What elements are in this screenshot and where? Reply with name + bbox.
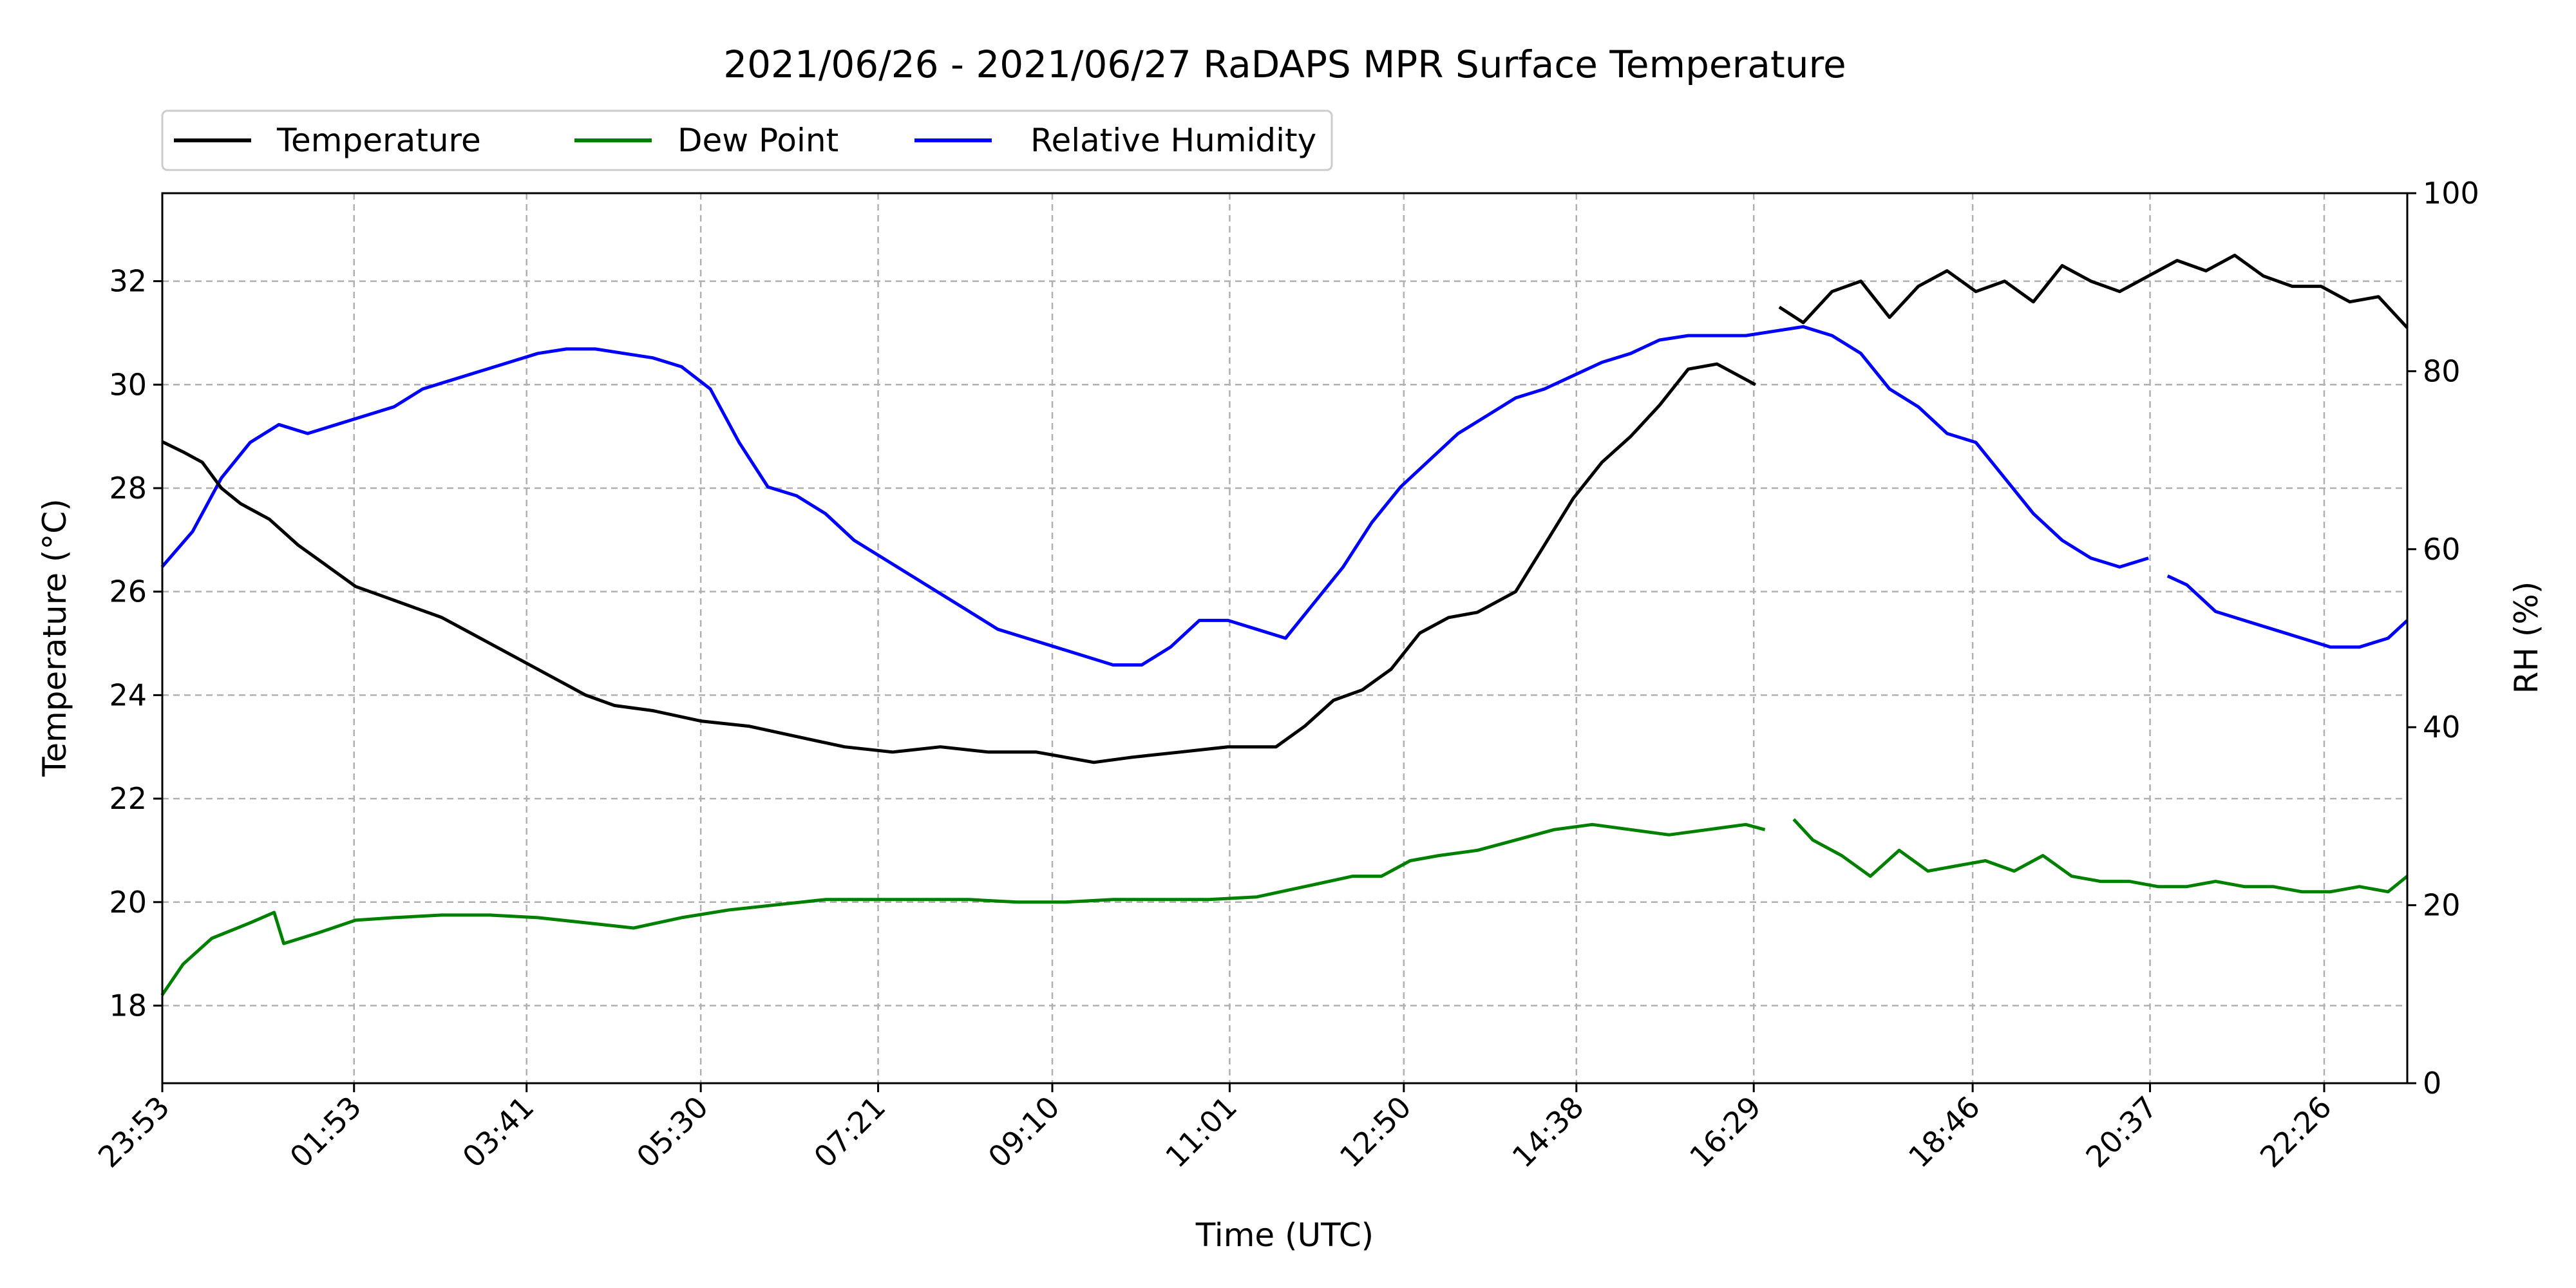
series-layer	[160, 253, 2409, 996]
x-axis-title: Time (UTC)	[1195, 1217, 1374, 1254]
gridlines	[161, 193, 2407, 1083]
y-axis-right: 0 20 40 60 80 100	[2407, 176, 2479, 1101]
y2-tick-label: 60	[2423, 532, 2461, 567]
y2-axis-title: RH (%)	[2508, 582, 2545, 694]
legend-frame	[161, 109, 1333, 171]
y-tick-label: 30	[109, 367, 147, 402]
y-tick-label: 20	[109, 885, 147, 920]
y-axis-title: Temperature (°C)	[36, 498, 73, 777]
y-tick-label: 28	[109, 471, 147, 506]
temperature-line	[161, 362, 1756, 764]
relative-humidity-line-segment	[2166, 574, 2409, 649]
legend: Temperature Dew Point Relative Humidity	[161, 109, 1333, 171]
y-tick-label: 18	[109, 988, 147, 1023]
y-tick-label: 24	[109, 677, 147, 712]
y-tick-label: 26	[109, 574, 147, 609]
temperature-line-segment	[1778, 253, 2409, 329]
y2-tick-label: 40	[2423, 710, 2461, 744]
y-tick-label: 32	[109, 264, 147, 299]
plot-frame	[161, 192, 2409, 1084]
chart-title: 2021/06/26 - 2021/06/27 RaDAPS MPR Surfa…	[723, 43, 1846, 86]
y2-tick-label: 80	[2423, 354, 2461, 388]
y2-tick-label: 100	[2423, 176, 2479, 211]
y-tick-label: 22	[109, 781, 147, 816]
legend-label-temperature: Temperature	[276, 122, 481, 159]
y-axis-left: 18 20 22 24 26 28 30 32	[109, 264, 162, 1023]
y2-tick-label: 0	[2423, 1066, 2441, 1101]
legend-label-dew-point: Dew Point	[677, 122, 838, 159]
relative-humidity-line	[160, 325, 2149, 667]
dew-point-line-segment	[1792, 818, 2409, 894]
legend-label-relative-humidity: Relative Humidity	[1030, 122, 1316, 159]
dew-point-line	[160, 822, 1766, 996]
y2-tick-label: 20	[2423, 888, 2461, 923]
